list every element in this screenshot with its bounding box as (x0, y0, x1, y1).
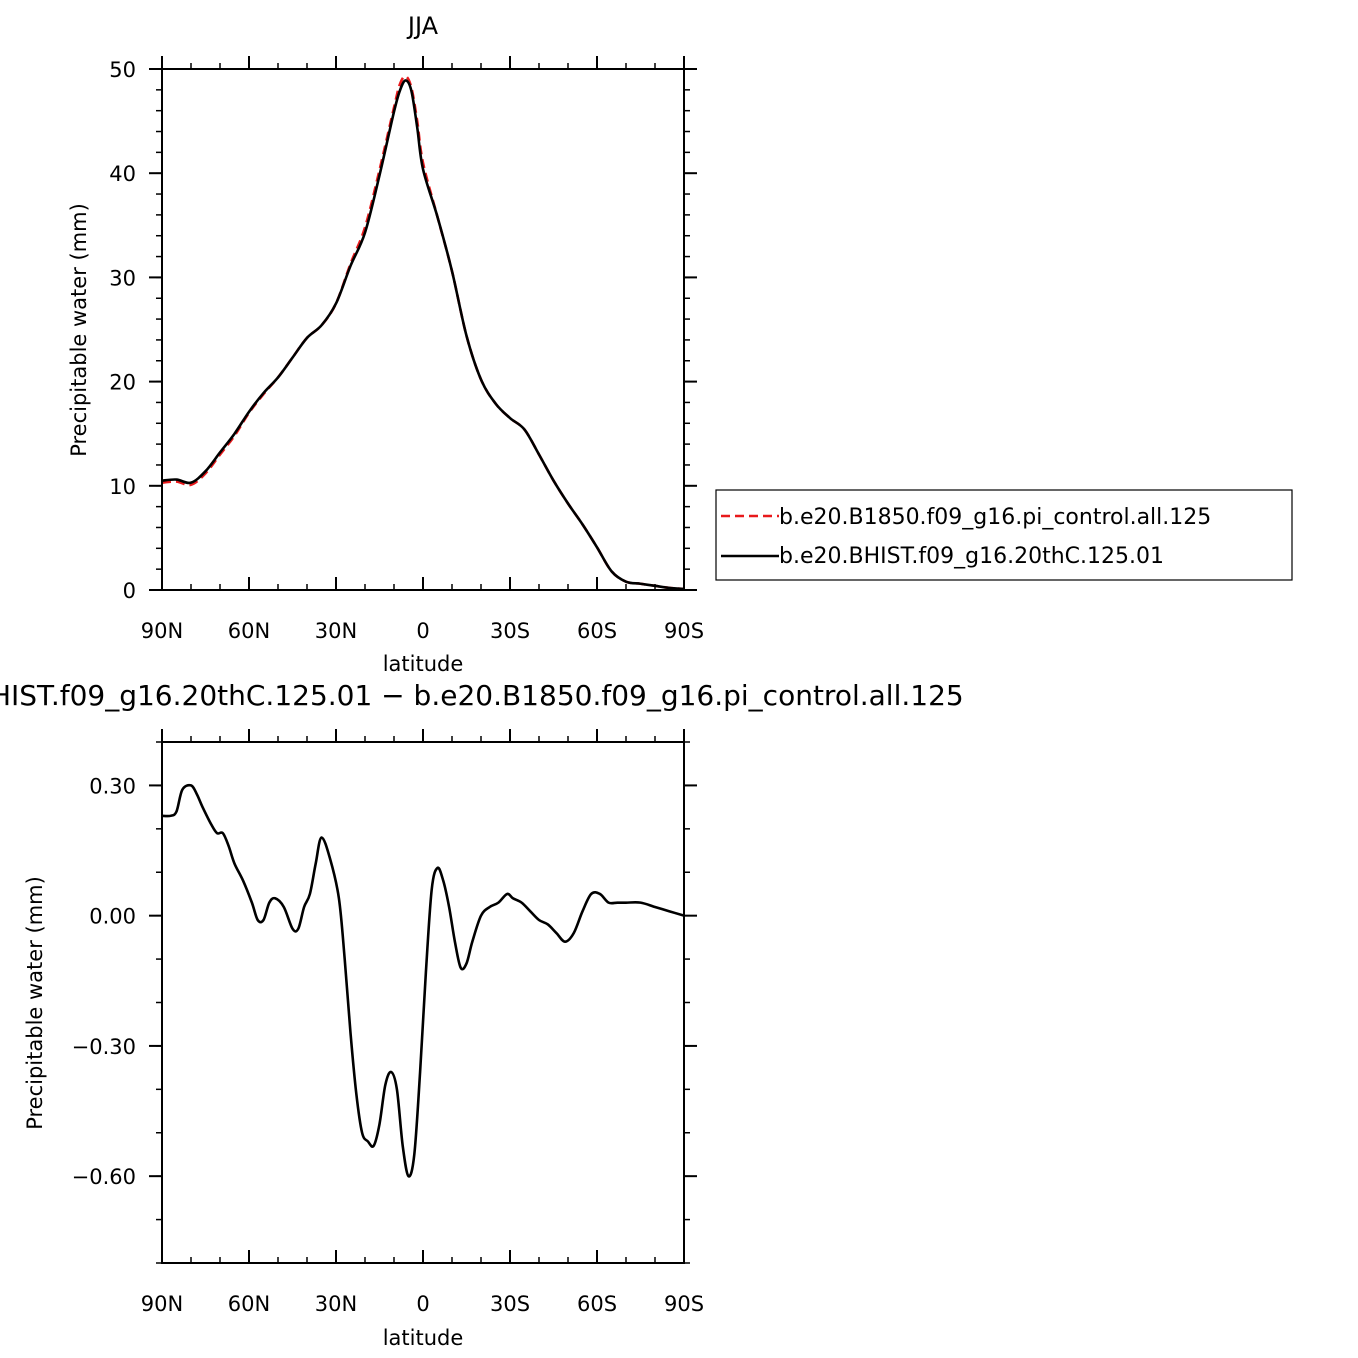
top-x-tick-label: 30S (490, 619, 530, 643)
top-x-tick-label: 90N (141, 619, 183, 643)
legend: b.e20.B1850.f09_g16.pi_control.all.125 b… (715, 489, 1293, 581)
bottom-panel-title: b.e20.BHIST.f09_g16.20thC.125.01 − b.e20… (0, 679, 964, 712)
bottom-x-tick-label: 30N (315, 1292, 357, 1316)
bottom-x-axis-label: latitude (383, 1326, 464, 1350)
top-x-tick-label: 30N (315, 619, 357, 643)
bottom-x-tick-label: 30S (490, 1292, 530, 1316)
top-x-tick-label: 0 (416, 619, 429, 643)
top-panel-title: JJA (406, 12, 439, 40)
bottom-y-tick-label: −0.60 (72, 1165, 136, 1189)
top-y-tick-label: 40 (109, 162, 136, 186)
top-tick-layer: 90N 60N 30N 0 30S 60S 90S 0 10 20 30 40 50 (109, 56, 704, 643)
top-y-tick-label: 0 (123, 579, 136, 603)
bottom-x-tick-label: 90S (664, 1292, 704, 1316)
bottom-x-tick-label: 0 (416, 1292, 429, 1316)
bottom-x-tick-label: 60S (577, 1292, 617, 1316)
top-series-line-1 (161, 79, 685, 591)
legend-box (715, 489, 1293, 581)
bottom-y-tick-label: 0.30 (89, 774, 136, 798)
top-x-tick-label: 90S (664, 619, 704, 643)
bottom-x-tick-label: 60N (228, 1292, 270, 1316)
bottom-series-layer (161, 783, 685, 1178)
top-y-tick-label: 10 (109, 475, 136, 499)
top-x-tick-label: 60S (577, 619, 617, 643)
top-x-axis-label: latitude (383, 652, 464, 676)
bottom-series-line-0 (161, 783, 685, 1178)
bottom-tick-layer: 90N 60N 30N 0 30S 60S 90S 0.30 0.00 −0.30 −0.60 (72, 729, 704, 1316)
bottom-y-axis-label: Precipitable water (mm) (23, 876, 47, 1130)
top-plot-frame (161, 68, 685, 591)
bottom-x-tick-label: 90N (141, 1292, 183, 1316)
top-y-tick-label: 20 (109, 371, 136, 395)
top-panel: JJA 90N 60N 30N 0 30S 60S 90S 0 10 20 30 40 50 latit… (67, 12, 704, 676)
top-y-tick-label: 30 (109, 266, 136, 290)
bottom-y-tick-label: 0.00 (89, 905, 136, 929)
legend-label-20thc: b.e20.BHIST.f09_g16.20thC.125.01 (779, 544, 1164, 569)
top-x-tick-label: 60N (228, 619, 270, 643)
top-series-line-0 (161, 74, 685, 591)
top-y-axis-label: Precipitable water (mm) (67, 203, 91, 457)
bottom-y-tick-label: −0.30 (72, 1035, 136, 1059)
top-series-layer (161, 74, 685, 591)
top-y-tick-label: 50 (109, 58, 136, 82)
bottom-panel: b.e20.BHIST.f09_g16.20thC.125.01 − b.e20… (0, 679, 964, 1350)
legend-label-pi-control: b.e20.B1850.f09_g16.pi_control.all.125 (779, 505, 1211, 530)
